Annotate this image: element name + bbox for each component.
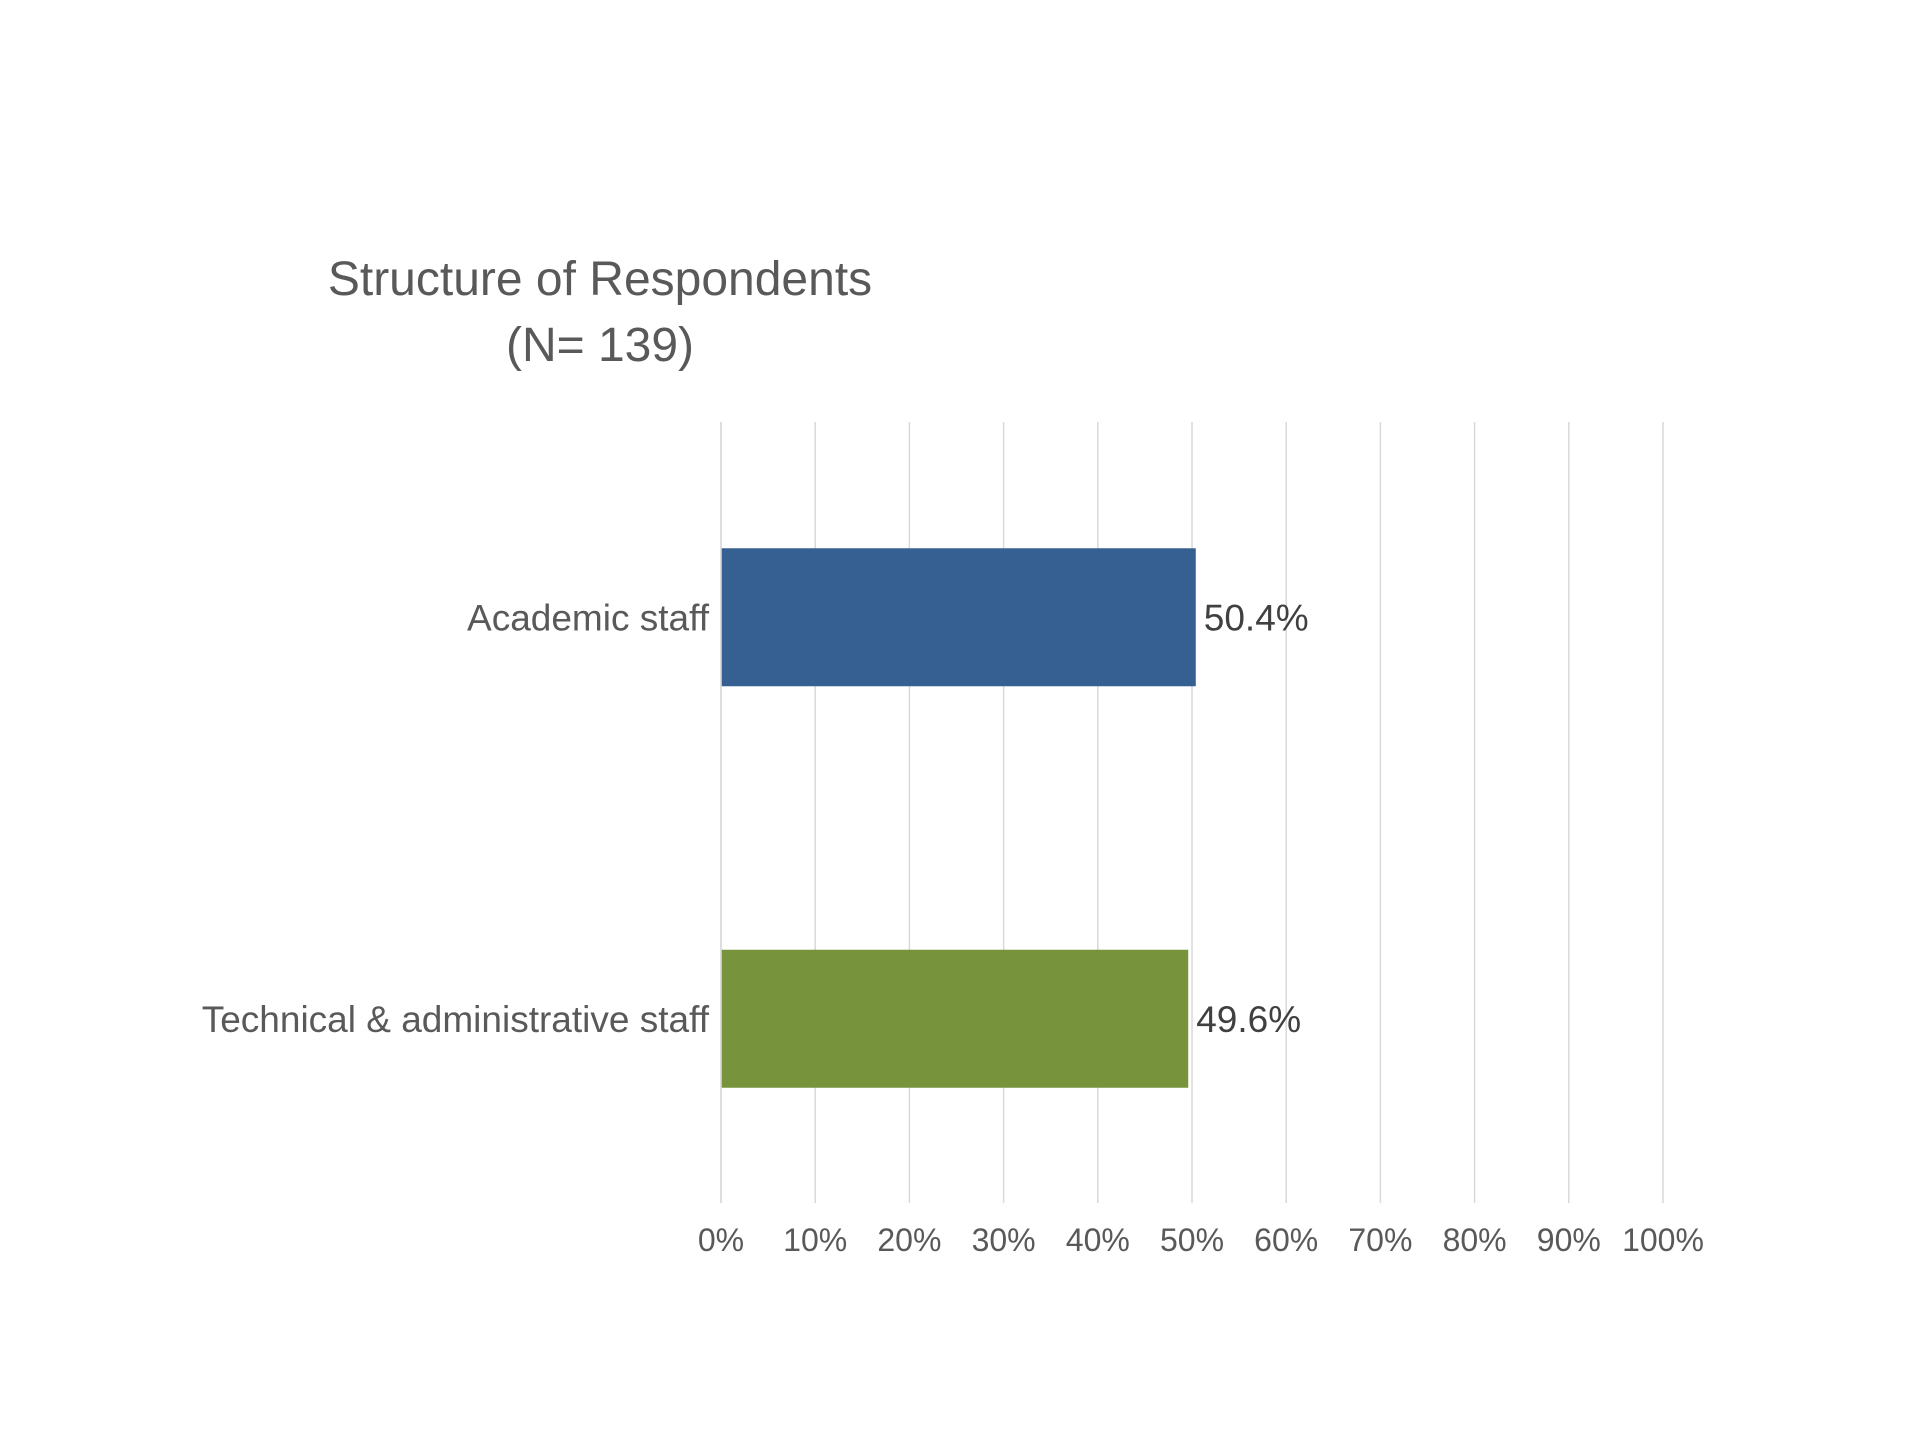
bar-1 <box>721 949 1189 1088</box>
x-tick-label-3: 30% <box>972 1222 1036 1258</box>
category-label-0: Academic staff <box>467 597 710 638</box>
x-tick-label-2: 20% <box>877 1222 941 1258</box>
category-label-1: Technical & administrative staff <box>202 999 710 1040</box>
x-tick-label-0: 0% <box>698 1222 744 1258</box>
x-tick-label-9: 90% <box>1537 1222 1601 1258</box>
x-tick-label-10: 100% <box>1622 1222 1704 1258</box>
x-tick-label-8: 80% <box>1443 1222 1507 1258</box>
chart-subtitle: (N= 139) <box>505 319 695 372</box>
bar-0 <box>721 548 1196 687</box>
x-tick-label-1: 10% <box>783 1222 847 1258</box>
data-label-1: 49.6% <box>1196 999 1301 1040</box>
x-tick-label-4: 40% <box>1066 1222 1130 1258</box>
chart-title: Structure of Respondents <box>327 253 873 306</box>
data-label-0: 50.4% <box>1204 597 1309 638</box>
x-tick-label-5: 50% <box>1160 1222 1224 1258</box>
x-tick-label-6: 60% <box>1254 1222 1318 1258</box>
x-tick-label-7: 70% <box>1348 1222 1412 1258</box>
